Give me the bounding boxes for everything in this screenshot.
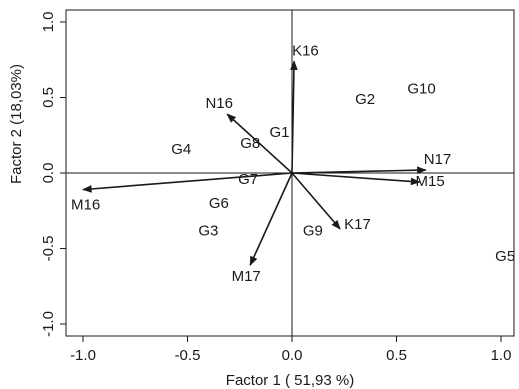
y-tick-label: 1.0 <box>40 12 57 33</box>
genotype-label: G4 <box>171 141 191 158</box>
genotype-label: G6 <box>209 195 229 212</box>
score-labels: G1 G2 G3 G4 G5 G6 G7 G8 G9 G10 <box>171 80 515 265</box>
vector-arrow <box>82 172 293 193</box>
vector-label: M16 <box>71 197 100 214</box>
y-tick-label: 0.5 <box>40 87 57 108</box>
vector-label: N17 <box>424 151 452 168</box>
vector-arrow <box>249 172 293 266</box>
vector-arrow <box>290 60 298 174</box>
x-tick-label: -1.0 <box>70 347 96 364</box>
x-tick-label: 1.0 <box>491 347 512 364</box>
y-tick-label: -1.0 <box>40 311 57 337</box>
genotype-label: G8 <box>240 135 260 152</box>
genotype-label: G10 <box>407 80 435 97</box>
genotype-label: G5 <box>495 248 515 265</box>
x-tick-label: 0.5 <box>386 347 407 364</box>
y-axis-title: Factor 2 (18,03%) <box>8 64 25 184</box>
x-axis-title: Factor 1 ( 51,93 %) <box>226 372 354 389</box>
vector-label: K16 <box>292 42 319 59</box>
x-axis-ticks: -1.0 -0.5 0.0 0.5 1.0 <box>70 336 511 364</box>
x-tick-label: -0.5 <box>175 347 201 364</box>
loading-vectors: K16 N16 N17 M15 M16 K17 M17 <box>71 42 451 285</box>
genotype-label: G9 <box>303 222 323 239</box>
vector-label: M15 <box>415 173 444 190</box>
vector-label: N16 <box>205 95 233 112</box>
vector-arrow <box>291 172 421 186</box>
genotype-label: G2 <box>355 91 375 108</box>
genotype-label: G3 <box>198 222 218 239</box>
y-tick-label: -0.5 <box>40 236 57 262</box>
y-tick-label: 0.0 <box>40 163 57 184</box>
vector-arrow <box>226 113 293 174</box>
vector-arrow <box>291 172 341 230</box>
genotype-label: G1 <box>269 124 289 141</box>
vector-arrow <box>291 166 427 175</box>
vector-label: K17 <box>344 216 371 233</box>
x-tick-label: 0.0 <box>282 347 303 364</box>
vector-label: M17 <box>232 268 261 285</box>
y-axis-ticks: 1.0 0.5 0.0 -0.5 -1.0 <box>40 12 66 337</box>
genotype-label: G7 <box>238 171 258 188</box>
